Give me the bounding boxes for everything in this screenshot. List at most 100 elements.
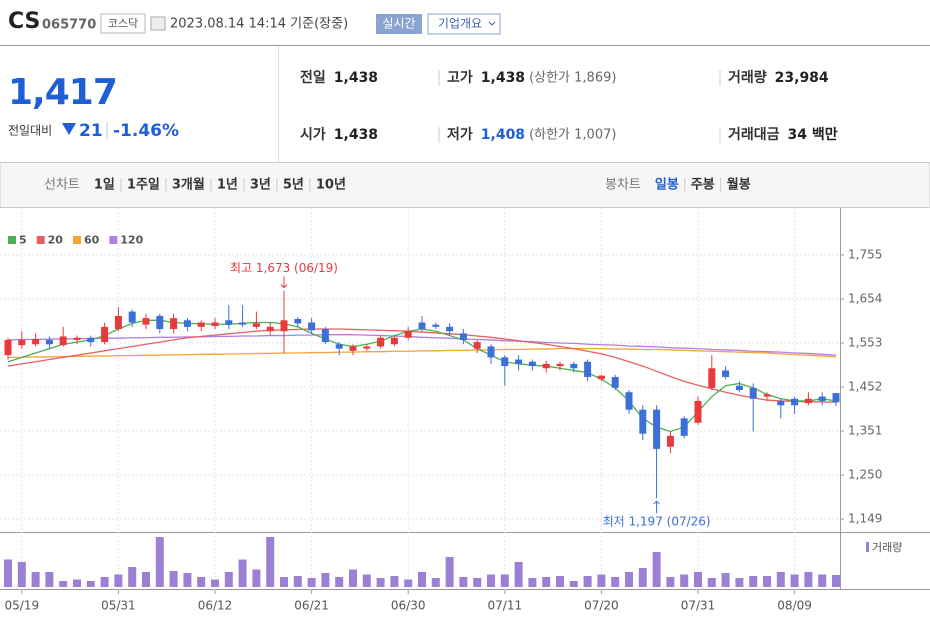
volume-bar [680, 574, 689, 587]
candle-body [211, 322, 219, 326]
legend-swatch [109, 236, 118, 244]
tab[interactable]: 1년 [217, 178, 238, 193]
volume-bar [266, 537, 275, 587]
market: 코스닥 [108, 17, 138, 30]
y-tick-label: 1,250 [848, 468, 882, 482]
tab[interactable]: 일봉 [655, 178, 679, 193]
candle-body [501, 357, 509, 367]
candle-body [570, 363, 578, 369]
change: 21 [79, 121, 103, 141]
volume-bar [321, 573, 330, 587]
volume-bar [721, 573, 730, 587]
candle-body [763, 394, 771, 397]
legend-swatch [866, 542, 869, 552]
realtime[interactable]: 실시간 [382, 17, 415, 31]
volume-bar [652, 552, 661, 587]
volume-bar [735, 578, 744, 587]
ma-line [7, 334, 837, 356]
candle-body [749, 387, 757, 399]
quote-label: 저가 [447, 127, 473, 143]
quote-value: 1,408 [481, 127, 525, 143]
volume-bar [211, 579, 219, 587]
volume-bar [169, 571, 178, 587]
overview-button[interactable] [427, 13, 501, 35]
legend-swatch [8, 236, 16, 244]
candle-body [515, 359, 523, 364]
candle-body [197, 322, 205, 327]
volume-bar [583, 576, 592, 587]
candle-body [432, 324, 440, 327]
y-tick-label: 1,149 [848, 512, 882, 526]
tab[interactable]: 3년 [250, 178, 271, 193]
legend-swatch [72, 236, 81, 244]
quote-label: 거래량 [728, 70, 767, 86]
volume-bar [569, 581, 578, 587]
volume-bar [224, 572, 233, 587]
volume-bar [349, 569, 357, 587]
tab[interactable]: 주봉 [691, 178, 715, 193]
x-tick-label: 06/21 [294, 599, 329, 613]
tab[interactable]: 5년 [283, 178, 304, 193]
tab[interactable]: 3개월 [172, 177, 205, 193]
volume-bar [197, 577, 206, 587]
x-tick-label: 07/11 [488, 599, 523, 613]
realtime-badge[interactable] [376, 14, 422, 34]
volume-bar [31, 572, 40, 587]
volume-bar [183, 573, 192, 587]
tab[interactable]: 1주일 [127, 178, 160, 193]
candle-body [114, 315, 122, 330]
volume-bar [763, 576, 771, 587]
candle-body [666, 435, 674, 447]
legend-label: 120 [120, 234, 143, 247]
candle-body [625, 392, 633, 410]
x-tick-label: 07/31 [681, 599, 716, 613]
x-tick-label: 05/19 [5, 599, 40, 613]
volume-bar [804, 572, 813, 587]
x-tick-label: 05/31 [101, 599, 136, 613]
x-tick-label: 06/12 [198, 599, 233, 613]
volume-bar [473, 578, 482, 587]
candle-body [597, 375, 605, 380]
candle-body [694, 400, 702, 423]
volume-bar [500, 574, 509, 587]
tab[interactable]: 월봉 [727, 177, 751, 193]
volume-bar [445, 557, 454, 587]
stock-name: CS [8, 9, 40, 34]
price-limit: (상한가 1,869) [529, 71, 616, 86]
tab-bar [0, 162, 930, 208]
change-pct: -1.46% [113, 121, 179, 141]
candle-body [584, 361, 592, 377]
candle-body [128, 311, 136, 323]
ma-line [8, 347, 837, 359]
volume-bar [73, 579, 81, 587]
candle-body [708, 368, 716, 388]
volume-bar [459, 577, 468, 587]
y-tick-label: 1,755 [848, 247, 882, 261]
tab[interactable]: 10년 [316, 178, 346, 193]
candle-body [446, 326, 454, 332]
volume-bar [832, 575, 840, 587]
quote-label: 고가 [447, 70, 473, 86]
candle-body [363, 346, 371, 349]
volume-bar [638, 568, 647, 587]
candle-body [680, 418, 688, 436]
candle-body [280, 320, 288, 332]
quote-value: 1,438 [334, 70, 378, 86]
quote-label: 시가 [300, 127, 326, 143]
volume-bar [17, 562, 26, 587]
legend-swatch [36, 236, 45, 244]
candle-body [735, 385, 743, 391]
legend-label: 거래량 [872, 541, 902, 554]
volume-bar [238, 559, 247, 587]
volume-bar [514, 562, 523, 587]
y-tick-label: 1,654 [848, 291, 882, 305]
tab[interactable]: 1일 [94, 178, 115, 193]
volume-bar [431, 578, 440, 587]
overview[interactable]: 기업개요 [438, 17, 482, 31]
candle-body [335, 344, 343, 349]
volume-bar [335, 577, 344, 587]
volume-bar [59, 581, 68, 587]
clock-icon [150, 16, 166, 31]
low-arrow [653, 500, 660, 514]
